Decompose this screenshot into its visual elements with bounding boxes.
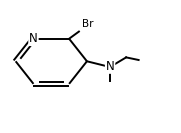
Text: Br: Br xyxy=(83,19,94,29)
Text: N: N xyxy=(29,32,38,45)
Text: N: N xyxy=(106,60,114,73)
